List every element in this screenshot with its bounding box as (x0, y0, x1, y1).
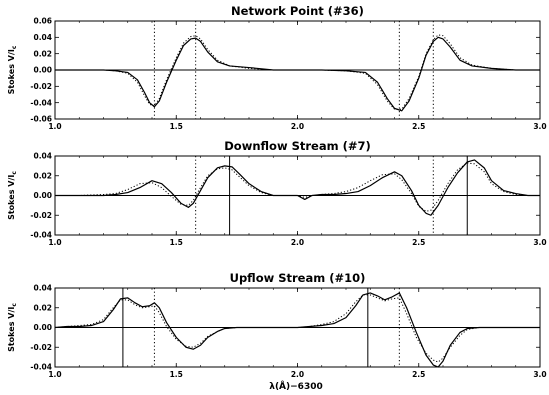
x-tick-label: 1.5 (170, 122, 183, 131)
panel-title: Downflow Stream (#7) (224, 139, 370, 153)
y-tick-label: -0.04 (30, 98, 52, 107)
x-tick-label: 2.0 (291, 370, 304, 379)
series-line-solid (55, 159, 540, 216)
y-tick-label: 0.00 (33, 191, 52, 200)
y-axis-label-subscript: c (11, 45, 18, 49)
y-tick-label: -0.02 (30, 82, 52, 91)
x-tick-label: 1.5 (170, 238, 183, 247)
x-tick-label: 3.0 (533, 370, 546, 379)
panel-2: Downflow Stream (#7) 1.0 1.5 2.0 2.5 3.0 -0.04… (7, 139, 547, 247)
series-line-solid (55, 36, 540, 112)
panel-1: Network Point (#36) 1.0 1.5 2.0 2.5 3.0 -0.06 -… (7, 4, 547, 131)
x-tick-label: 1.0 (48, 122, 61, 131)
y-axis-label-subscript: c (11, 303, 18, 307)
y-tick-label: 0.04 (33, 33, 52, 42)
x-tick-label: 2.5 (412, 370, 425, 379)
y-tick-label: -0.04 (30, 231, 52, 240)
y-tick-label: 0.02 (33, 171, 52, 180)
y-axis-label-main: Stokes V/I (7, 307, 16, 352)
x-tick-label: 3.0 (533, 122, 546, 131)
plots-group: Network Point (#36) 1.0 1.5 2.0 2.5 3.0 -0.06 -… (7, 4, 547, 379)
y-tick-label: 0.06 (33, 17, 52, 26)
panel-3: Upflow Stream (#10) 1.0 1.5 2.0 2.5 3.0 -0.04 -… (7, 271, 547, 379)
y-tick-label: 0.04 (33, 152, 52, 161)
x-axis-label: λ(Å)−6300 (269, 381, 322, 392)
x-tick-label: 2.0 (291, 238, 304, 247)
x-tick-label: 2.0 (291, 122, 304, 131)
y-tick-label: -0.02 (30, 211, 52, 220)
panel-title: Upflow Stream (#10) (230, 271, 366, 285)
y-tick-label: 0.00 (33, 323, 52, 332)
series-line-dotted (55, 34, 540, 110)
y-tick-label: -0.02 (30, 343, 52, 352)
panel-title: Network Point (#36) (231, 4, 364, 18)
series-line-solid (54, 292, 540, 368)
y-tick-label: -0.06 (30, 115, 52, 124)
x-tick-label: 3.0 (533, 238, 546, 247)
y-axis-label-main: Stokes V/I (7, 175, 16, 220)
y-axis-label: Stokes V/Ic (7, 45, 18, 94)
y-axis-label: Stokes V/Ic (7, 171, 18, 220)
y-tick-label: 0.04 (33, 284, 52, 293)
x-tick-label: 1.5 (170, 370, 183, 379)
y-tick-label: -0.04 (30, 363, 52, 372)
y-tick-label: 0.02 (33, 303, 52, 312)
y-tick-label: 0.00 (33, 66, 52, 75)
y-tick-label: 0.02 (33, 49, 52, 58)
x-tick-label: 2.5 (412, 122, 425, 131)
y-axis-label-subscript: c (11, 171, 18, 175)
x-tick-label: 2.5 (412, 238, 425, 247)
y-axis-label: Stokes V/Ic (7, 303, 18, 352)
y-axis-label-main: Stokes V/I (7, 49, 16, 94)
x-tick-label: 1.0 (48, 238, 61, 247)
x-tick-label: 1.0 (48, 370, 61, 379)
